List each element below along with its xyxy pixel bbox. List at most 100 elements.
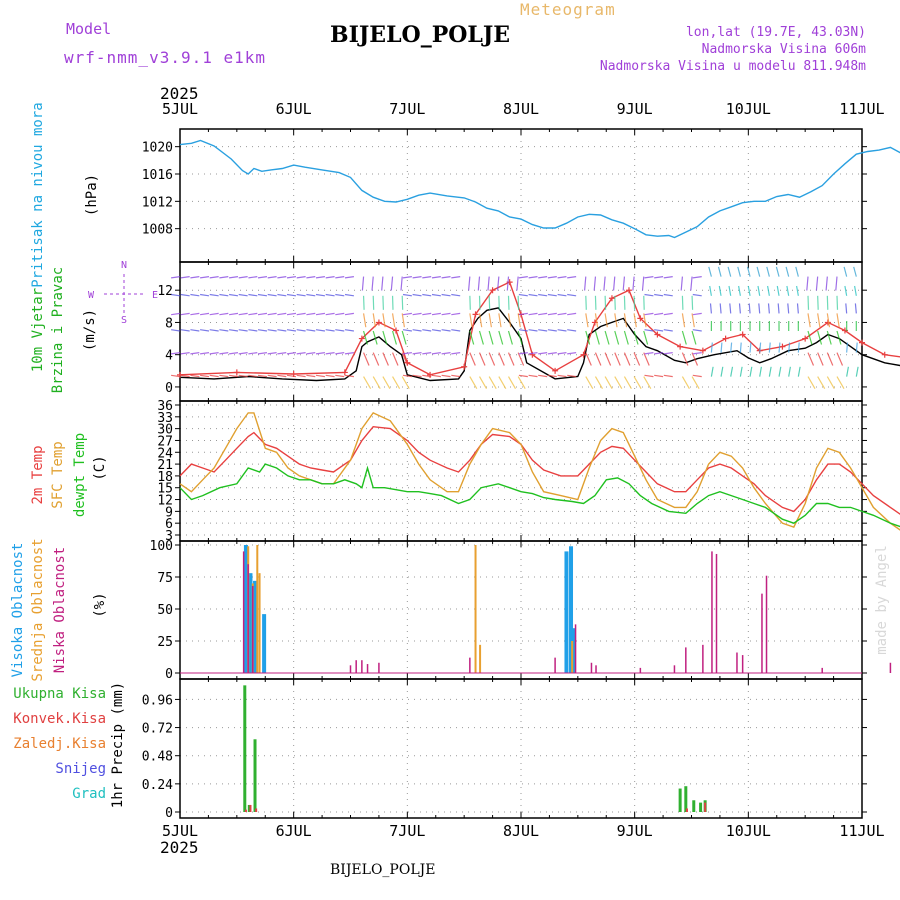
wind-arrow [306,312,316,316]
Niska Oblacnost-bar [361,660,363,673]
wind-arrow [654,276,664,279]
wind-arrow [267,329,277,332]
wind-arrow [797,342,800,353]
wind-arrow [817,313,821,328]
wind-arrow [200,276,210,279]
wind-arrow [248,374,258,378]
wind-arrow [190,329,200,332]
wind-arrow [306,352,316,355]
wind-arrow [719,303,722,314]
Konvek.Kisa-bar [685,808,688,812]
wind-arrow [371,276,374,291]
wind-arrow [845,303,848,314]
wind-arrow [498,313,502,328]
wind-arrow [644,276,654,279]
wind-arrow [296,312,306,316]
gust-point [802,335,809,342]
panel-frame [179,540,863,680]
y-tick-label: 50 [157,603,173,618]
Niska Oblacnost-bar [741,655,744,673]
y-tick-label: 4 [165,349,173,364]
wind-arrow [727,266,732,277]
x-tick-label-top: 10JUL [726,100,771,118]
wind-arrow [451,276,461,279]
x-tick-label-top: 5JUL [162,100,198,118]
SFC Temp-series-line [179,412,900,531]
wind-arrow [518,374,528,378]
wind-arrow [778,342,781,353]
wind-arrow [372,376,381,389]
Niska Oblacnost-bar [590,662,593,673]
wind-arrow [277,293,287,297]
Ukupna Kisa-bar [678,788,682,812]
wind-arrow [768,342,771,353]
wind-arrow [692,329,702,332]
wind-arrow [229,293,239,297]
wind-arrow [785,266,790,277]
wind-arrow [315,276,326,279]
dewpt Temp-series-line [179,463,900,528]
wind-arrow [219,312,229,316]
wind-arrow [190,293,200,297]
x-tick-label-bottom: 10JUL [726,822,771,840]
Niska Oblacnost-bar [673,665,676,673]
wind-arrow [171,352,181,355]
wind-arrow [557,276,567,279]
wind-arrow [190,374,200,378]
wind-arrow [238,374,248,378]
wind-arrow [325,293,335,297]
x-tick-label-bottom: 5JUL [162,822,198,840]
wind-arrow [614,376,623,390]
wind-arrow [248,329,258,332]
wind-arrow [296,329,306,332]
wind-arrow [315,293,326,297]
wind-arrow [644,312,654,316]
wind-arrow [730,366,734,377]
x-tick-label-top: 6JUL [276,100,312,118]
wind-arrow [585,313,589,328]
wind-arrow [788,342,791,353]
y-tick-label: 0.96 [142,693,173,708]
y-tick-label: 24 [157,446,173,461]
wind-arrow [402,374,412,378]
wind-arrow [817,376,826,390]
wind-arrow [171,312,181,316]
y-tick-label: 100 [150,539,173,554]
Visoka Oblacnost-bar [569,546,574,673]
footer-station: BIJELO_POLJE [330,862,436,878]
wind-arrow [567,312,577,316]
altitude-label: Nadmorska Visina 606m [701,42,866,57]
wind-arrow [469,313,473,328]
wind-arrow [739,366,743,377]
wind-arrow [286,312,297,316]
x-tick-label-top: 11JUL [839,100,884,118]
wind-arrow [401,330,407,345]
wind-arrow [392,376,401,390]
wind-arrow [835,276,838,291]
wind-arrow [171,293,181,297]
wind-arrow [585,352,592,366]
wind-arrow [528,276,538,279]
wind-arrow [585,295,587,310]
wind-arrow [854,303,857,314]
wind-arrow [663,352,673,355]
sfc-temp-ylabel: SFC Temp [50,441,66,508]
wind-arrow [401,313,405,328]
wind-arrow [422,276,432,279]
wind-arrow [277,312,287,316]
wind-arrow [209,293,219,297]
wind-arrow [488,376,497,390]
wind-arrow [538,293,548,297]
wind-arrow [644,293,654,297]
Niska Oblacnost-bar [685,647,687,673]
wind-arrow [412,312,422,316]
wind-arrow [180,374,190,378]
wind-arrow [441,374,451,378]
wind-arrow [219,352,229,355]
compass-s: S [121,315,127,326]
wind-arrow [759,366,762,377]
wind-arrow [441,312,451,316]
wind-arrow [277,374,287,378]
Visoka Oblacnost-bar [262,614,267,673]
Visoka Oblacnost-bar [248,573,253,673]
